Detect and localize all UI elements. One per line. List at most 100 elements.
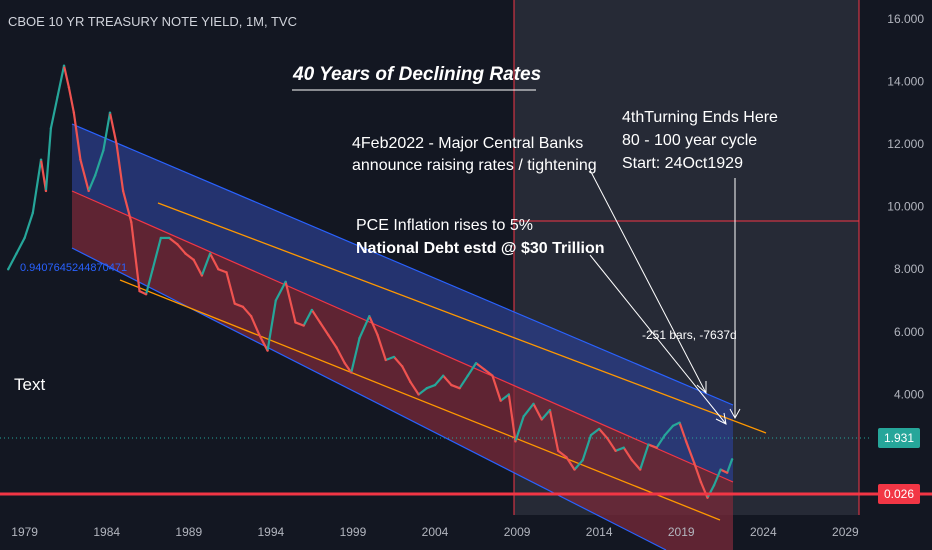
series-segment [217, 268, 227, 274]
series-segment [622, 447, 633, 461]
series-segment [250, 315, 261, 336]
series-segment [234, 302, 244, 308]
series-segment [581, 434, 592, 461]
series-point [458, 387, 461, 390]
series-point [241, 305, 245, 309]
series-point [719, 468, 722, 471]
series-segment [358, 315, 371, 339]
series-segment [145, 268, 154, 295]
series-segment [507, 394, 517, 442]
pce-arrowhead [715, 412, 727, 425]
series-segment [102, 112, 112, 151]
price-series [7, 64, 734, 499]
channel-upper-fill [72, 124, 733, 482]
symbol-title[interactable]: CBOE 10 YR TREASURY NOTE YIELD, 1M, TVC [8, 14, 297, 29]
series-point [31, 211, 35, 215]
series-point [425, 387, 428, 390]
series-point [466, 374, 470, 377]
series-segment [368, 315, 379, 336]
series-point [573, 468, 576, 471]
orange-lower-trendline [119, 279, 721, 521]
text-marker[interactable]: Text [14, 375, 45, 394]
series-point [622, 446, 625, 449]
series-point [638, 468, 642, 471]
series-segment [606, 437, 617, 452]
series-segment [108, 112, 118, 145]
series-point [208, 252, 212, 255]
series-segment [62, 65, 71, 88]
series-segment [87, 174, 97, 192]
series-segment [693, 462, 702, 483]
series-point [121, 189, 125, 193]
series-segment [31, 159, 43, 214]
series-segment [139, 290, 147, 296]
turning-note-line3: Start: 24Oct1929 [622, 155, 743, 172]
series-segment [615, 446, 625, 452]
series-point [310, 308, 314, 312]
series-segment [327, 334, 338, 349]
series-segment [130, 222, 141, 292]
y-axis[interactable]: 4.000 6.000 8.000 10.000 12.000 14.000 16.000 [887, 12, 924, 402]
series-point [144, 293, 148, 296]
x-tick-label: 1979 [11, 525, 38, 539]
series-point [483, 368, 486, 371]
y-tick-label: 8.000 [894, 262, 924, 276]
series-point [284, 280, 287, 283]
series-point [87, 189, 90, 193]
series-point [663, 433, 667, 437]
series-point [630, 459, 634, 462]
x-tick-label: 1989 [175, 525, 202, 539]
series-point [115, 142, 118, 146]
chart-title: 40 Years of Declining Rates [292, 64, 541, 85]
x-axis[interactable]: 1979 1984 1989 1994 1999 2004 2009 2014 2019 2024… [11, 525, 859, 539]
x-tick-label: 2009 [504, 525, 531, 539]
series-segment [491, 375, 502, 402]
pce-note-line2: National Debt estd @ $30 Trillion [356, 240, 605, 257]
series-point [409, 380, 412, 384]
series-point [368, 315, 371, 318]
series-segment [122, 190, 133, 223]
series-segment [184, 252, 195, 261]
series-segment [522, 403, 535, 418]
series-segment [475, 362, 485, 371]
series-point [655, 446, 658, 449]
series-point [62, 64, 66, 67]
series-segment [151, 237, 162, 270]
x-tick-label: 2019 [668, 525, 695, 539]
series-segment [672, 421, 681, 427]
pce-arrow [589, 254, 727, 425]
series-segment [225, 272, 236, 304]
series-point [102, 149, 105, 152]
series-point [23, 236, 26, 240]
x-tick-label: 2029 [832, 525, 859, 539]
series-segment [176, 243, 187, 255]
y-tick-label: 16.000 [887, 12, 924, 26]
series-point [671, 424, 675, 427]
series-point [540, 418, 543, 421]
series-point [532, 402, 535, 406]
series-point [350, 371, 353, 374]
y-tick-label: 10.000 [887, 200, 924, 214]
series-point [200, 274, 204, 277]
series-segment [258, 334, 269, 352]
series-segment [302, 309, 313, 327]
series-point [589, 433, 593, 437]
series-segment [663, 425, 674, 436]
series-segment [200, 253, 212, 276]
series-segment [209, 253, 220, 270]
series-segment [39, 159, 48, 192]
series-segment [557, 449, 567, 458]
orange-upper-trendline [157, 202, 767, 434]
series-segment [393, 356, 403, 368]
series-segment [49, 96, 59, 129]
channel-upper-line [71, 123, 734, 406]
series-segment [266, 300, 277, 351]
series-point [249, 315, 253, 318]
series-point [318, 321, 322, 324]
series-segment [466, 362, 477, 377]
last-value-label: 1.931 [884, 431, 914, 445]
x-tick-label: 2014 [586, 525, 613, 539]
series-segment [655, 434, 666, 449]
series-segment [284, 281, 297, 323]
